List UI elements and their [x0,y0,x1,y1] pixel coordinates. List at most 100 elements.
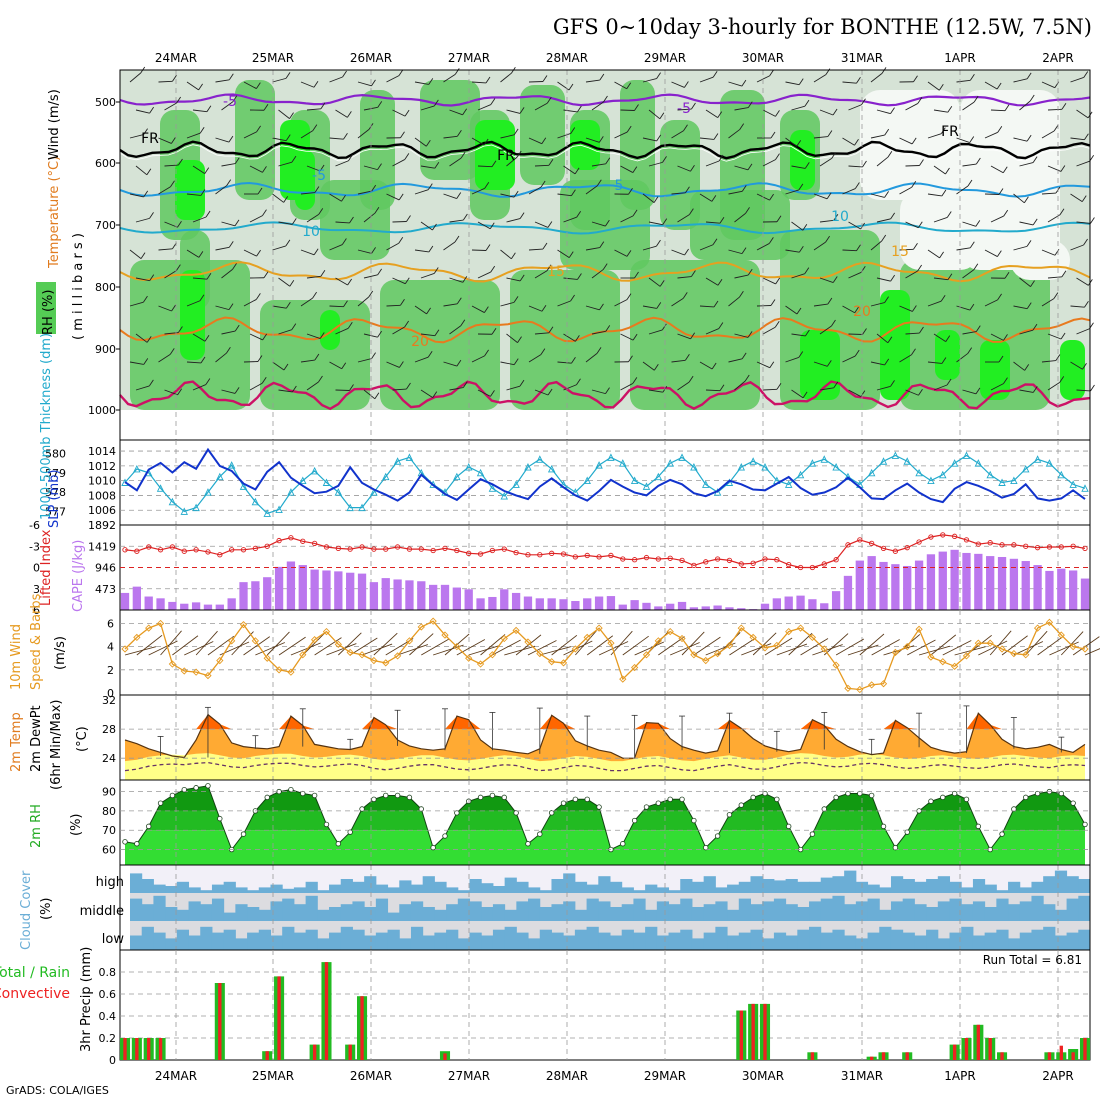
wind-barb [614,299,628,307]
cloud-cell [399,880,412,893]
precip-conv-bar [1071,1052,1075,1060]
wind-barb-flag [172,75,177,82]
wind-barb-flag [285,239,291,247]
cloud-cell [457,890,471,893]
cape-bar [1009,558,1019,610]
wind-barb [962,331,977,335]
li-point [217,552,223,558]
cape-tick-label: 946 [95,562,116,575]
wind-barb-flag [462,108,468,116]
wind-barb-flag [404,277,410,284]
rh-patch [560,180,650,270]
wind-barb [386,75,400,83]
wind-barb [1076,221,1091,224]
wind-barb [681,631,705,656]
wind-barb [762,326,776,335]
cloud-cell [282,926,295,950]
wind-barb-flag [371,247,376,254]
precip-conv-bar [810,1052,815,1060]
wind-barb-flag [603,95,608,103]
contour-minus5 [119,93,1091,107]
wind-barb [671,130,684,139]
wind-barb-flag [546,96,552,104]
wind-barb [734,333,749,338]
rh-patch [900,260,1050,410]
li-point [631,557,638,563]
wind-barb-flag [226,346,231,354]
wind-barb [557,300,571,307]
wind-barb-flag [319,164,325,172]
wind-barb-flag [291,155,297,163]
wind-barb [1070,137,1085,141]
cloud-cell [1019,901,1032,921]
cloud-cell [481,907,494,921]
wind-barb-flag [490,98,496,105]
wind-barb-flag [775,110,780,117]
wind-barb [192,109,207,113]
wind-barb [449,109,463,116]
wind-barb [135,277,150,282]
cloud-cell [762,901,775,921]
wind-barb-flag [945,335,951,342]
cloud-cell [1078,895,1091,921]
wind-barb [671,297,684,307]
cloud-cell [141,879,154,893]
wind-barb [962,221,976,227]
wind-barb [728,358,743,363]
slp-tick-label: 1010 [88,475,116,488]
slp-tick-label: 1008 [88,489,116,502]
cloud-cell [832,895,845,921]
cloud-cell [387,929,400,950]
wind-barb [278,277,291,287]
wind-barb [677,214,690,223]
wind-barb [842,137,855,146]
cloud-cell [984,932,997,950]
cloud-cell [258,929,271,950]
wind-barb [1047,381,1060,391]
wind-barb [705,221,720,224]
cloud-cover-panel: high middle low Cloud Cover (%) [19,864,1091,951]
rh-point [1070,800,1076,806]
wind-barb [164,221,178,228]
wind-barb-flag [975,387,981,395]
wind-barb-flag [996,250,1002,257]
cloud-cell [914,935,927,950]
thickness-point [204,488,212,496]
wind-barb-flag [626,125,632,133]
wind-barb [158,80,173,83]
wind-barb-flag [198,251,204,258]
wind-barb [557,361,572,364]
wind-speed-point [121,645,129,653]
wind-barb [306,108,321,111]
rh-point [786,823,792,830]
precip-conv-bar [739,1010,743,1060]
wind-barb-flag [1026,72,1032,80]
wind-barb [788,632,813,656]
wind-barb-flag [291,385,297,393]
cloud-cell [528,898,541,921]
cloud-cell [492,929,506,950]
cloud-cell [305,881,318,893]
wind-barb-flag [149,274,155,281]
wind-barb [984,249,998,257]
wind-barb [363,212,376,223]
cloud-cell [809,881,822,893]
cloud-cell [516,932,529,950]
li-point [134,548,140,554]
wind-speed-point [832,661,840,669]
contour-label: 15 [891,244,909,260]
rh-point [714,833,721,839]
cloud-cell [738,932,751,950]
date-label-bottom: 26MAR [350,1069,392,1083]
wind-barb [386,304,401,307]
wind-barb [158,305,172,312]
wind-barb [534,164,550,167]
wind-barb [363,165,378,171]
thickness-point [678,453,686,461]
temp-tick-label: 32 [102,694,116,707]
wind-barb [129,72,142,83]
wind-speed-point [500,634,508,643]
wind-barb [528,186,542,195]
